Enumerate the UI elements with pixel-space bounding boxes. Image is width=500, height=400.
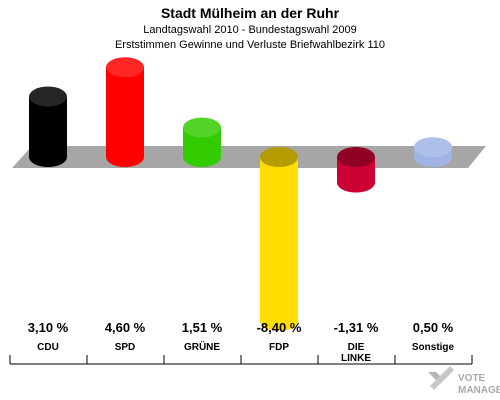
vote-manager-icon: [428, 366, 454, 390]
value-label-4: -8,40 %: [257, 320, 302, 335]
category-label-5-line2: LINKE: [341, 353, 371, 364]
brand-name-line1: VOTE: [458, 373, 486, 384]
bar-top-6: [414, 137, 452, 158]
chart-subtitle-line1: Landtagswahl 2010 - Bundestagswahl 2009: [143, 24, 356, 36]
bar-4: [260, 147, 298, 331]
bar-body-5: [337, 157, 375, 193]
bar-top-2: [106, 57, 144, 78]
bar-2: [106, 57, 144, 167]
bar-6: [414, 137, 452, 167]
bar-5: [337, 147, 375, 193]
bar-body-4: [260, 157, 298, 331]
bar-body-1: [29, 96, 67, 167]
bar-3: [183, 117, 221, 167]
category-label-1: CDU: [37, 342, 59, 353]
value-label-1: 3,10 %: [28, 320, 69, 335]
value-label-3: 1,51 %: [182, 320, 223, 335]
chart-title: Stadt Mülheim an der Ruhr: [161, 5, 340, 21]
bar-top-5: [337, 147, 375, 167]
bar-1: [29, 86, 67, 167]
category-label-2: SPD: [115, 342, 136, 353]
category-label-5-line1: DIE: [348, 342, 365, 353]
vote-manager-logo: VOTE MANAGER: [428, 366, 500, 396]
category-axis: [9, 355, 473, 365]
value-label-5: -1,31 %: [334, 320, 379, 335]
bar-top-1: [29, 86, 67, 107]
bar-body-3: [183, 127, 221, 167]
category-label-4: FDP: [269, 342, 289, 353]
value-label-group: 3,10 % 4,60 % 1,51 % -8,40 % -1,31 % 0,50 %: [28, 320, 454, 335]
chart-subtitle-line2: Erststimmen Gewinne und Verluste Briefwa…: [115, 39, 385, 51]
value-label-2: 4,60 %: [105, 320, 146, 335]
brand-name-line2: MANAGER: [458, 385, 500, 396]
category-label-6: Sonstige: [412, 342, 455, 353]
bar-body-2: [106, 67, 144, 167]
bar-top-3: [183, 117, 221, 138]
value-label-6: 0,50 %: [413, 320, 454, 335]
category-label-3: GRÜNE: [184, 340, 220, 353]
bar-group: [29, 57, 452, 331]
bar-top-4: [260, 147, 298, 167]
